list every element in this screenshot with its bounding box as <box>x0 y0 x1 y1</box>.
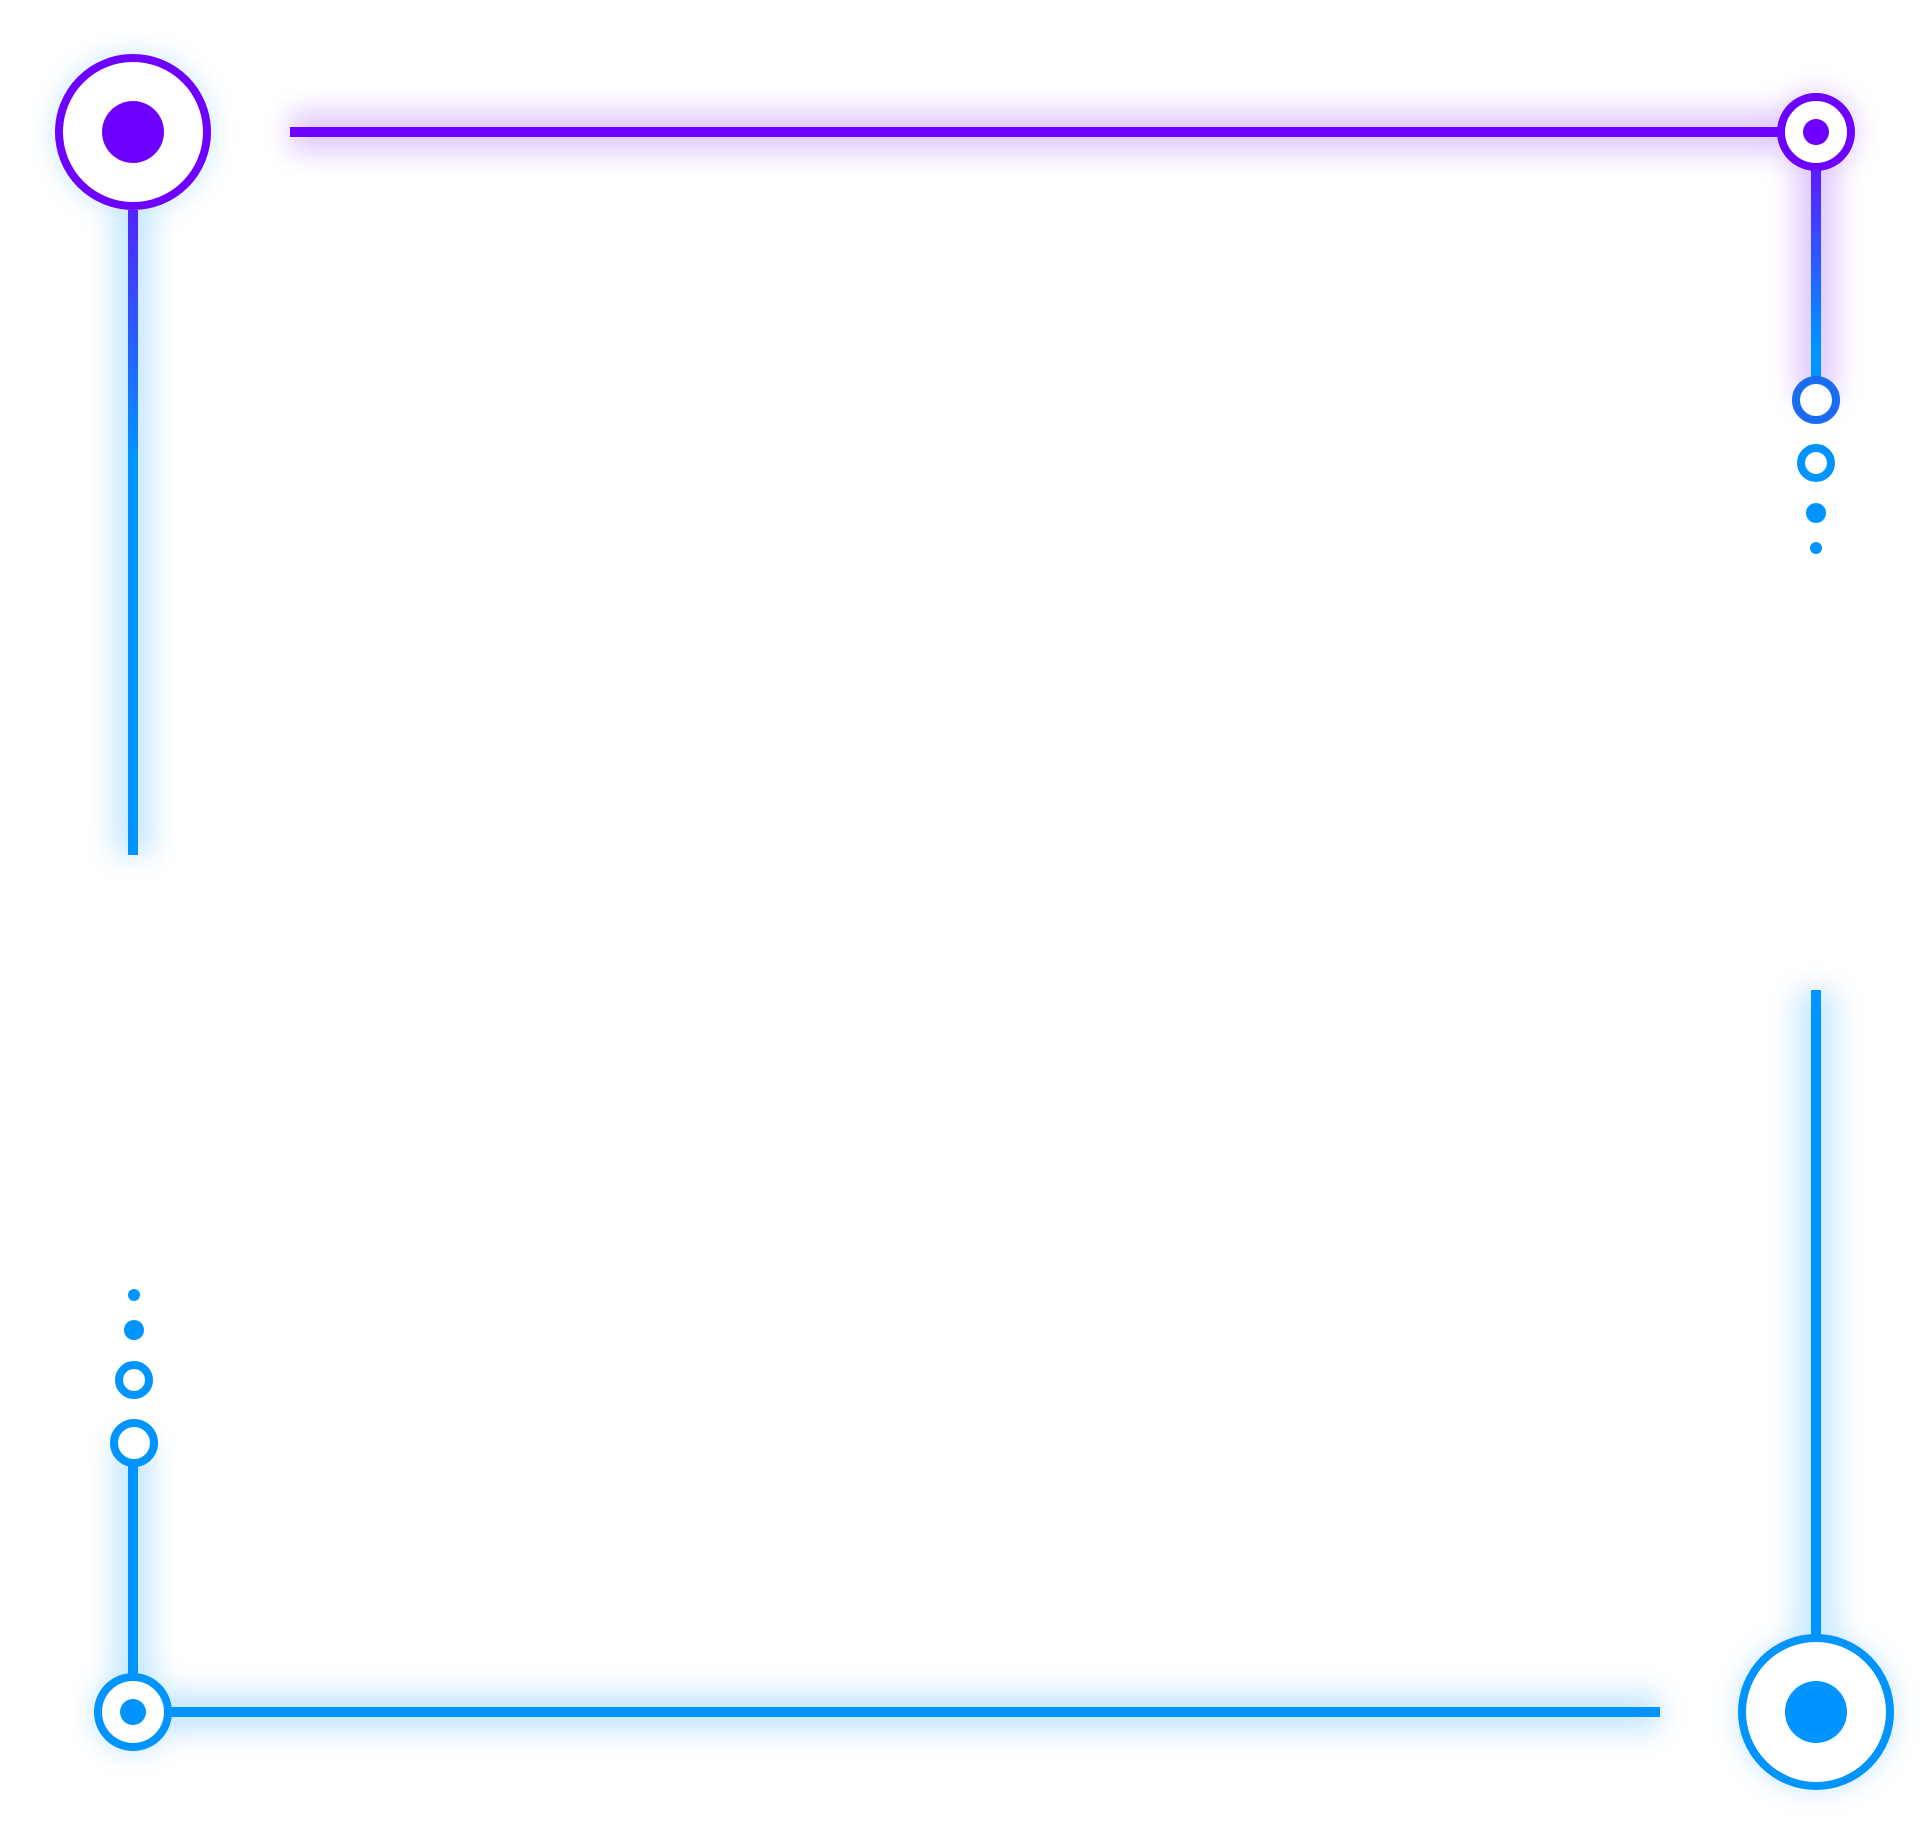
left-dot-trail <box>110 1289 158 1467</box>
frame-glow <box>55 54 1894 1790</box>
top-left-node-icon <box>55 54 211 210</box>
bottom-right-node-icon <box>1738 1634 1894 1790</box>
bottom-left-node-icon <box>94 1673 172 1751</box>
top-right-node-icon <box>1777 93 1855 171</box>
right-dot-trail <box>1792 376 1840 554</box>
